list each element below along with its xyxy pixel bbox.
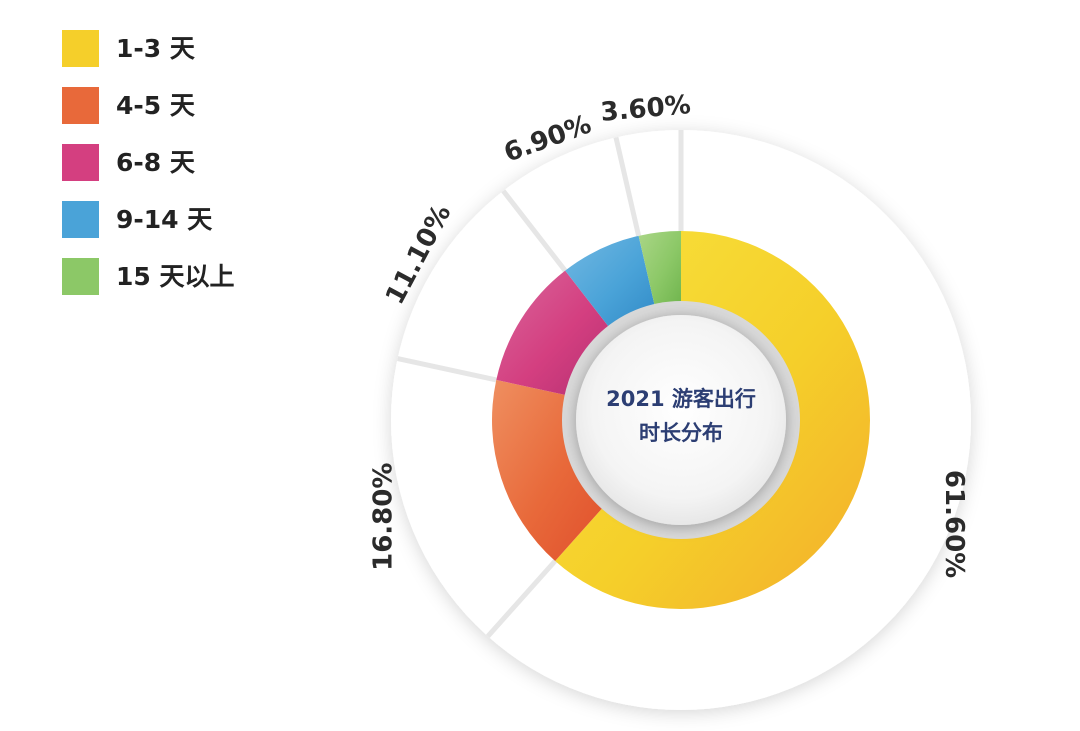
legend-label: 4-5 天 xyxy=(116,91,195,120)
legend-item-5: 15 天以上 xyxy=(62,258,235,295)
legend-item-3: 6-8 天 xyxy=(62,144,195,181)
ring-separator-3 xyxy=(397,356,497,383)
ring-separator-5 xyxy=(613,136,642,237)
legend-item-2: 4-5 天 xyxy=(62,87,195,124)
legend-swatch xyxy=(62,258,99,295)
legend-swatch xyxy=(62,201,99,238)
legend-swatch xyxy=(62,87,99,124)
donut-segment-3 xyxy=(496,270,612,396)
ring-separator-2 xyxy=(485,559,557,638)
legend-swatch xyxy=(62,30,99,67)
donut-segment-5 xyxy=(638,231,681,309)
donut-segment-4 xyxy=(565,235,656,330)
percentage-label-2: 16.80% xyxy=(368,463,398,571)
legend-label: 1-3 天 xyxy=(116,34,195,63)
center-title-line-2: 时长分布 xyxy=(639,421,723,445)
inner-donut xyxy=(492,231,870,609)
center-title-line-1: 2021 游客出行 xyxy=(606,387,756,411)
ring-separator-4 xyxy=(501,189,568,273)
legend: 1-3 天 4-5 天 6-8 天 9-14 天 15 天以上 xyxy=(62,30,235,295)
donut-segment-1 xyxy=(555,231,870,609)
percentage-label-5: 3.60% xyxy=(599,90,691,128)
legend-label: 6-8 天 xyxy=(116,148,195,177)
legend-item-1: 1-3 天 xyxy=(62,30,195,67)
donut-segment-2 xyxy=(492,379,606,561)
legend-swatch xyxy=(62,144,99,181)
legend-label: 9-14 天 xyxy=(116,205,212,234)
legend-item-4: 9-14 天 xyxy=(62,201,212,238)
legend-label: 15 天以上 xyxy=(116,262,235,291)
percentage-label-1: 61.60% xyxy=(939,470,969,578)
center-disc-face xyxy=(576,315,786,525)
